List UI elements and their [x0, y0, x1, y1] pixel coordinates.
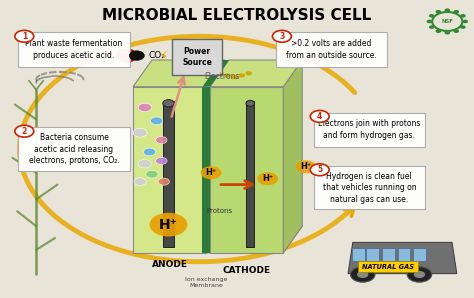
Text: 1: 1	[22, 32, 27, 41]
Polygon shape	[133, 60, 225, 87]
Circle shape	[436, 30, 441, 33]
FancyBboxPatch shape	[172, 39, 222, 75]
Circle shape	[427, 20, 432, 23]
Bar	[246, 101, 255, 247]
Bar	[133, 87, 206, 253]
FancyBboxPatch shape	[18, 32, 130, 67]
Ellipse shape	[246, 100, 255, 106]
Circle shape	[246, 71, 252, 75]
Circle shape	[445, 8, 450, 12]
Text: H₂: H₂	[325, 56, 337, 66]
Circle shape	[460, 25, 465, 29]
Circle shape	[201, 166, 221, 179]
Text: NATURAL GAS: NATURAL GAS	[362, 264, 414, 270]
Bar	[210, 87, 283, 253]
Text: Electrons: Electrons	[204, 72, 239, 81]
Circle shape	[310, 111, 329, 122]
Text: >0.2 volts are added
from an outside source.: >0.2 volts are added from an outside sou…	[286, 39, 377, 60]
Bar	[202, 87, 210, 253]
Circle shape	[316, 43, 333, 54]
Circle shape	[117, 49, 137, 62]
Circle shape	[231, 75, 238, 79]
Circle shape	[414, 271, 425, 278]
Circle shape	[129, 51, 145, 60]
Circle shape	[146, 170, 158, 178]
Circle shape	[15, 30, 34, 42]
Text: Hydrogen is clean fuel
that vehicles running on
natural gas can use.: Hydrogen is clean fuel that vehicles run…	[322, 172, 416, 204]
Circle shape	[224, 73, 231, 77]
Text: H⁺: H⁺	[205, 168, 217, 177]
Text: Ion exchange
Membrane: Ion exchange Membrane	[185, 277, 228, 288]
Text: Protons: Protons	[207, 208, 233, 214]
Circle shape	[296, 160, 317, 173]
FancyBboxPatch shape	[314, 166, 425, 209]
Circle shape	[407, 267, 432, 282]
FancyBboxPatch shape	[314, 113, 425, 147]
Circle shape	[238, 73, 245, 77]
Text: 4: 4	[317, 112, 322, 121]
Circle shape	[310, 164, 329, 176]
Circle shape	[273, 30, 292, 42]
Circle shape	[144, 148, 156, 156]
Circle shape	[156, 157, 167, 164]
Circle shape	[138, 160, 152, 168]
Circle shape	[329, 43, 346, 54]
Text: ⚡: ⚡	[159, 50, 169, 64]
Text: 2: 2	[22, 127, 27, 136]
FancyBboxPatch shape	[413, 248, 426, 261]
FancyBboxPatch shape	[358, 261, 418, 272]
Text: 3: 3	[279, 32, 284, 41]
Circle shape	[463, 20, 468, 23]
Text: H⁺: H⁺	[262, 174, 273, 183]
FancyBboxPatch shape	[352, 248, 365, 261]
Circle shape	[133, 128, 147, 137]
Circle shape	[217, 71, 224, 75]
Text: CO₂: CO₂	[149, 51, 165, 60]
Text: Power
Source: Power Source	[182, 47, 212, 67]
Circle shape	[134, 178, 146, 185]
Polygon shape	[133, 226, 302, 253]
Circle shape	[156, 136, 167, 144]
Circle shape	[257, 172, 278, 185]
Circle shape	[460, 14, 465, 18]
Circle shape	[138, 103, 152, 112]
FancyBboxPatch shape	[382, 248, 395, 261]
Text: CATHODE: CATHODE	[223, 266, 271, 275]
Text: MICROBIAL ELECTROLYSIS CELL: MICROBIAL ELECTROLYSIS CELL	[102, 8, 372, 23]
Text: Plant waste fermentation
produces acetic acid.: Plant waste fermentation produces acetic…	[25, 39, 123, 60]
Circle shape	[350, 267, 375, 282]
Polygon shape	[283, 60, 302, 253]
Circle shape	[158, 178, 169, 185]
Polygon shape	[210, 60, 302, 87]
FancyBboxPatch shape	[276, 32, 387, 67]
Bar	[163, 101, 174, 247]
FancyBboxPatch shape	[366, 248, 379, 261]
Text: 5: 5	[317, 165, 322, 174]
Circle shape	[445, 31, 450, 35]
Circle shape	[454, 30, 459, 33]
FancyBboxPatch shape	[398, 248, 410, 261]
Circle shape	[151, 117, 163, 125]
Ellipse shape	[163, 100, 174, 107]
Circle shape	[357, 271, 368, 278]
Polygon shape	[348, 243, 457, 274]
Circle shape	[429, 25, 435, 29]
Polygon shape	[202, 60, 229, 87]
Circle shape	[15, 125, 34, 137]
Circle shape	[150, 213, 187, 237]
FancyBboxPatch shape	[18, 127, 130, 171]
Circle shape	[429, 14, 435, 18]
Text: NSF: NSF	[441, 19, 453, 24]
Text: H⁺: H⁺	[159, 218, 178, 232]
Text: ANODE: ANODE	[152, 260, 188, 269]
Text: H⁺: H⁺	[301, 162, 311, 171]
Text: Electrons join with protons
and form hydrogen gas.: Electrons join with protons and form hyd…	[318, 119, 420, 140]
Text: Bacteria consume
acetic acid releasing
electrons, protons, CO₂.: Bacteria consume acetic acid releasing e…	[28, 133, 119, 165]
Circle shape	[454, 10, 459, 13]
Circle shape	[436, 10, 441, 13]
